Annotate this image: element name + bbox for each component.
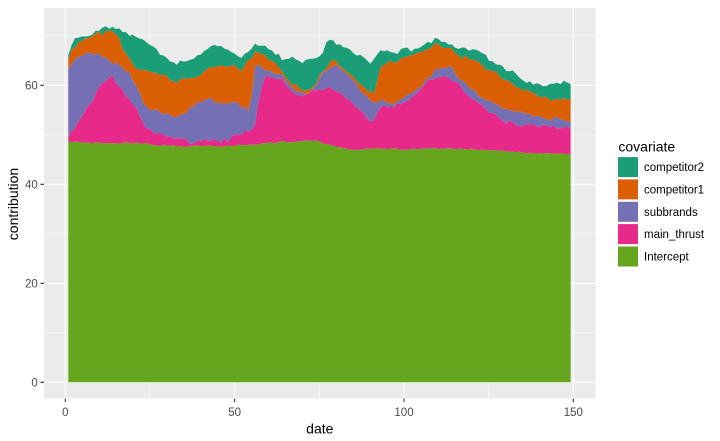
svg-text:150: 150 <box>564 407 583 419</box>
svg-text:competitor1: competitor1 <box>644 184 704 196</box>
svg-text:0: 0 <box>62 407 68 419</box>
svg-text:Intercept: Intercept <box>644 252 690 264</box>
svg-text:main_thrust: main_thrust <box>644 229 705 241</box>
svg-text:100: 100 <box>394 407 413 419</box>
svg-text:contribution: contribution <box>5 168 21 240</box>
svg-text:date: date <box>306 421 333 437</box>
svg-text:40: 40 <box>25 180 38 192</box>
svg-text:competitor2: competitor2 <box>644 162 704 174</box>
svg-text:0: 0 <box>31 378 37 390</box>
svg-text:60: 60 <box>25 81 38 93</box>
svg-text:20: 20 <box>25 279 38 291</box>
svg-text:covariate: covariate <box>618 139 675 155</box>
svg-text:subbrands: subbrands <box>644 207 698 219</box>
svg-text:50: 50 <box>228 407 241 419</box>
